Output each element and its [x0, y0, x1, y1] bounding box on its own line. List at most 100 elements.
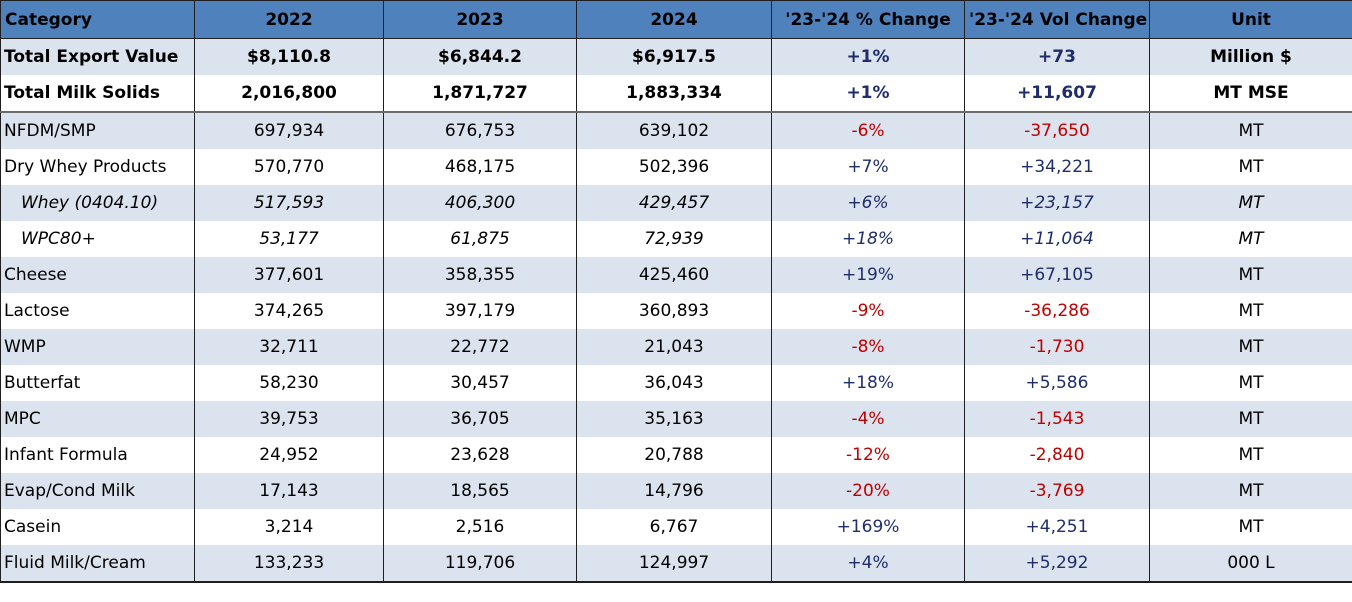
- table-row: Lactose 374,265 397,179 360,893 -9% -36,286 MT: [0, 293, 1352, 329]
- category-cell: Total Export Value: [0, 38, 195, 75]
- table-row: Infant Formula 24,952 23,628 20,788 -12% -2,8…: [0, 437, 1352, 473]
- value-2024-cell: 502,396: [576, 149, 772, 185]
- vol-change-cell: +5,292: [964, 545, 1150, 583]
- pct-change-cell: -8%: [771, 329, 965, 365]
- value-2022-cell: 53,177: [194, 221, 384, 257]
- vol-change-cell: +11,607: [964, 75, 1150, 112]
- table-row: Casein 3,214 2,516 6,767 +169% +4,251 MT: [0, 509, 1352, 545]
- pct-change-cell: -9%: [771, 293, 965, 329]
- value-2023-cell: 61,875: [383, 221, 577, 257]
- vol-change-cell: -36,286: [964, 293, 1150, 329]
- category-cell: WMP: [0, 329, 195, 365]
- unit-cell: MT: [1149, 437, 1352, 473]
- vol-change-cell: +4,251: [964, 509, 1150, 545]
- value-2022-cell: 32,711: [194, 329, 384, 365]
- value-2024-cell: 35,163: [576, 401, 772, 437]
- vol-change-cell: -3,769: [964, 473, 1150, 509]
- category-cell: WPC80+: [0, 221, 195, 257]
- category-cell: Whey (0404.10): [0, 185, 195, 221]
- category-cell: MPC: [0, 401, 195, 437]
- category-cell: Lactose: [0, 293, 195, 329]
- value-2023-cell: 36,705: [383, 401, 577, 437]
- value-2024-cell: 360,893: [576, 293, 772, 329]
- value-2023-cell: 358,355: [383, 257, 577, 293]
- table-body: Total Export Value $8,110.8 $6,844.2 $6,917…: [0, 38, 1352, 583]
- column-header-pct-change: '23-'24 % Change: [771, 0, 965, 39]
- category-cell: Total Milk Solids: [0, 75, 195, 112]
- value-2024-cell: 72,939: [576, 221, 772, 257]
- value-2022-cell: 517,593: [194, 185, 384, 221]
- value-2024-cell: 1,883,334: [576, 75, 772, 112]
- unit-cell: MT: [1149, 473, 1352, 509]
- value-2023-cell: 22,772: [383, 329, 577, 365]
- value-2022-cell: 570,770: [194, 149, 384, 185]
- pct-change-cell: +18%: [771, 365, 965, 401]
- table-row: Cheese 377,601 358,355 425,460 +19% +67,105 MT: [0, 257, 1352, 293]
- value-2023-cell: 23,628: [383, 437, 577, 473]
- pct-change-cell: +1%: [771, 38, 965, 75]
- pct-change-cell: +169%: [771, 509, 965, 545]
- value-2022-cell: 374,265: [194, 293, 384, 329]
- table-row: Total Export Value $8,110.8 $6,844.2 $6,917…: [0, 38, 1352, 75]
- vol-change-cell: +11,064: [964, 221, 1150, 257]
- pct-change-cell: +1%: [771, 75, 965, 112]
- category-cell: Evap/Cond Milk: [0, 473, 195, 509]
- value-2023-cell: 397,179: [383, 293, 577, 329]
- column-header-2023: 2023: [383, 0, 577, 39]
- table-row: Dry Whey Products 570,770 468,175 502,396 +7…: [0, 149, 1352, 185]
- unit-cell: MT: [1149, 221, 1352, 257]
- unit-cell: MT: [1149, 149, 1352, 185]
- vol-change-cell: +5,586: [964, 365, 1150, 401]
- value-2024-cell: 6,767: [576, 509, 772, 545]
- value-2024-cell: 429,457: [576, 185, 772, 221]
- table-row: NFDM/SMP 697,934 676,753 639,102 -6% -37,650 M…: [0, 111, 1352, 149]
- value-2022-cell: 17,143: [194, 473, 384, 509]
- pct-change-cell: +4%: [771, 545, 965, 583]
- table-row: Total Milk Solids 2,016,800 1,871,727 1,883…: [0, 75, 1352, 112]
- value-2023-cell: 119,706: [383, 545, 577, 583]
- category-cell: Dry Whey Products: [0, 149, 195, 185]
- value-2022-cell: 377,601: [194, 257, 384, 293]
- value-2023-cell: 30,457: [383, 365, 577, 401]
- value-2022-cell: 133,233: [194, 545, 384, 583]
- unit-cell: Million $: [1149, 38, 1352, 75]
- value-2024-cell: 20,788: [576, 437, 772, 473]
- category-cell: Butterfat: [0, 365, 195, 401]
- value-2023-cell: 2,516: [383, 509, 577, 545]
- table-row: Whey (0404.10) 517,593 406,300 429,457 +6% +2…: [0, 185, 1352, 221]
- vol-change-cell: -37,650: [964, 111, 1150, 149]
- column-header-2024: 2024: [576, 0, 772, 39]
- value-2023-cell: 468,175: [383, 149, 577, 185]
- pct-change-cell: +18%: [771, 221, 965, 257]
- category-cell: Infant Formula: [0, 437, 195, 473]
- value-2023-cell: 18,565: [383, 473, 577, 509]
- unit-cell: MT: [1149, 365, 1352, 401]
- category-cell: NFDM/SMP: [0, 111, 195, 149]
- category-cell: Casein: [0, 509, 195, 545]
- table-row: WMP 32,711 22,772 21,043 -8% -1,730 MT: [0, 329, 1352, 365]
- value-2023-cell: 676,753: [383, 111, 577, 149]
- pct-change-cell: -12%: [771, 437, 965, 473]
- value-2022-cell: 3,214: [194, 509, 384, 545]
- dairy-export-table: Category 2022 2023 2024 '23-'24 % Change…: [0, 0, 1352, 583]
- table-row: MPC 39,753 36,705 35,163 -4% -1,543 MT: [0, 401, 1352, 437]
- category-cell: Cheese: [0, 257, 195, 293]
- header-row: Category 2022 2023 2024 '23-'24 % Change…: [0, 0, 1352, 39]
- value-2024-cell: 21,043: [576, 329, 772, 365]
- vol-change-cell: +67,105: [964, 257, 1150, 293]
- value-2022-cell: 2,016,800: [194, 75, 384, 112]
- vol-change-cell: +23,157: [964, 185, 1150, 221]
- value-2024-cell: 14,796: [576, 473, 772, 509]
- value-2022-cell: $8,110.8: [194, 38, 384, 75]
- unit-cell: MT MSE: [1149, 75, 1352, 112]
- pct-change-cell: -6%: [771, 111, 965, 149]
- table-row: Butterfat 58,230 30,457 36,043 +18% +5,586 MT: [0, 365, 1352, 401]
- value-2022-cell: 39,753: [194, 401, 384, 437]
- value-2024-cell: 124,997: [576, 545, 772, 583]
- vol-change-cell: -2,840: [964, 437, 1150, 473]
- value-2022-cell: 24,952: [194, 437, 384, 473]
- value-2024-cell: 425,460: [576, 257, 772, 293]
- table-row: Evap/Cond Milk 17,143 18,565 14,796 -20% -3,7…: [0, 473, 1352, 509]
- pct-change-cell: -20%: [771, 473, 965, 509]
- value-2023-cell: 1,871,727: [383, 75, 577, 112]
